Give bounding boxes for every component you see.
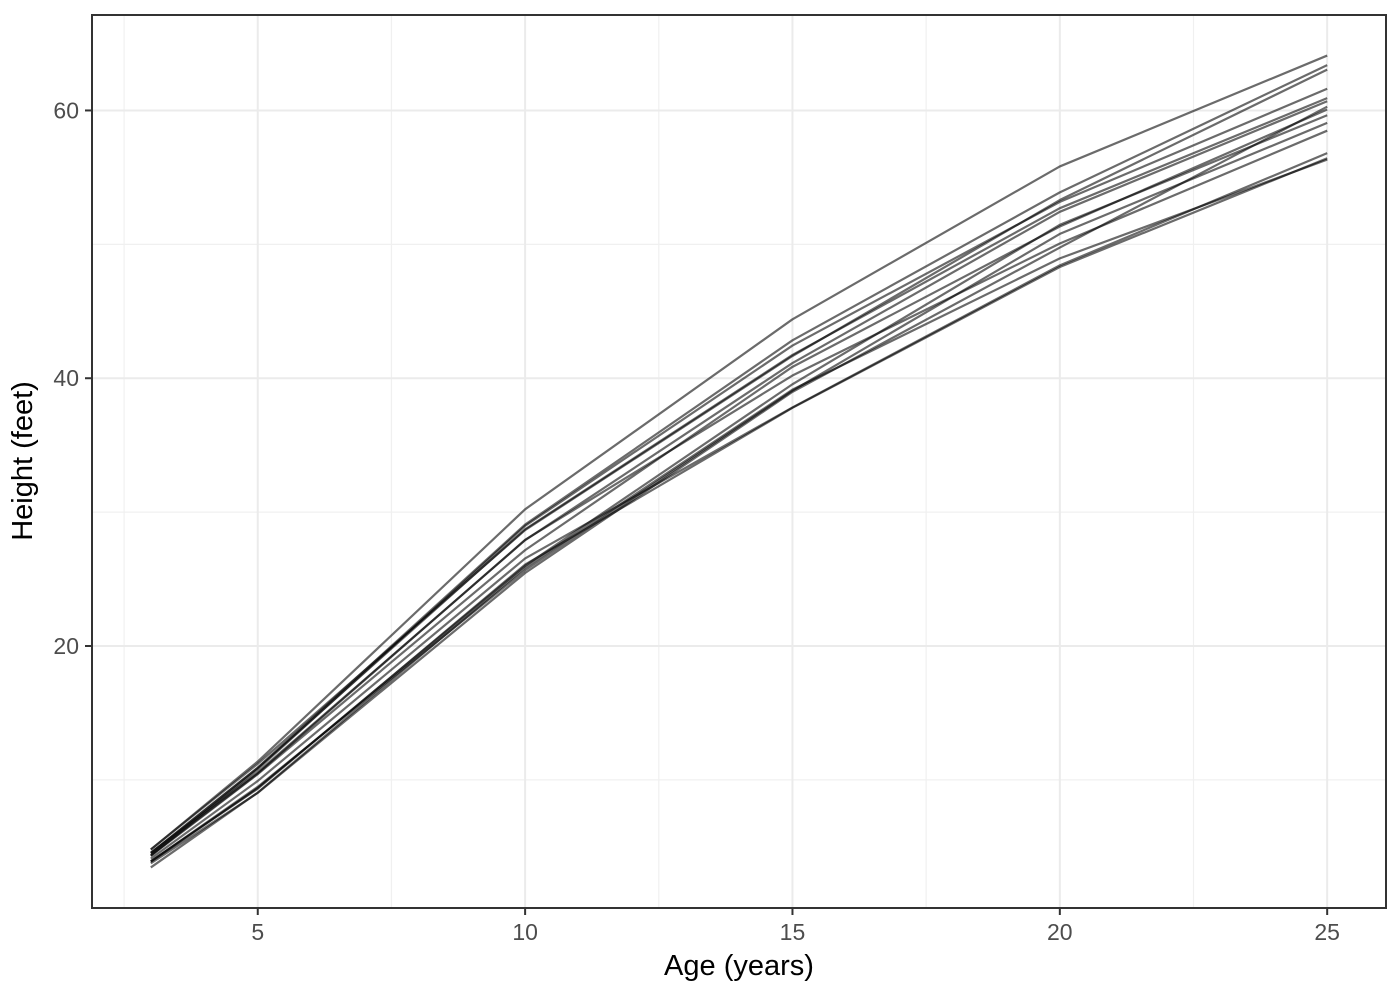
series-line-series-9 (150, 105, 1328, 865)
series-line-series-13 (150, 157, 1328, 863)
series-line-series-3 (150, 54, 1328, 851)
x-tick-label: 15 (780, 919, 806, 945)
series-line-series-11 (150, 129, 1328, 856)
series-line-series-5 (150, 68, 1328, 851)
y-tick-label: 40 (53, 365, 79, 391)
series-line-series-1 (150, 97, 1328, 855)
series-line-series-4 (150, 121, 1328, 863)
y-tick-label: 20 (53, 633, 79, 659)
panel-border (91, 14, 1387, 909)
x-tick-label: 10 (512, 919, 538, 945)
minor-gridlines (92, 15, 1386, 908)
x-axis-title: Age (years) (664, 950, 814, 982)
axis-tick-marks (85, 109, 1329, 915)
series-lines (150, 54, 1328, 869)
series-line-series-14 (150, 158, 1328, 869)
series-line-series-8 (150, 100, 1328, 854)
x-tick-label: 5 (251, 919, 264, 945)
x-tick-label: 20 (1047, 919, 1073, 945)
axis-tick-labels: 5 10 15 20 25 20 40 60 (53, 97, 1340, 945)
x-tick-label: 25 (1314, 919, 1340, 945)
major-gridlines (92, 15, 1386, 908)
y-axis-title: Height (feet) (7, 381, 39, 541)
series-line-series-12 (150, 152, 1328, 860)
y-tick-label: 60 (53, 97, 79, 123)
series-line-series-10 (150, 87, 1328, 857)
series-line-series-7 (150, 108, 1328, 857)
series-line-series-2 (150, 64, 1328, 854)
